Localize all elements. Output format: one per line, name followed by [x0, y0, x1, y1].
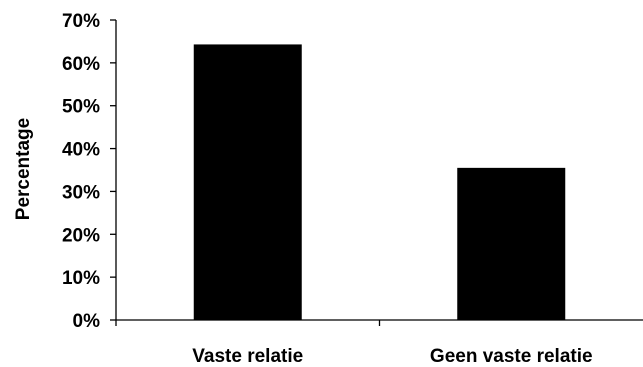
- x-tick-label: Vaste relatie: [192, 346, 303, 367]
- y-tick-label: 60%: [62, 54, 100, 75]
- y-tick-label: 30%: [62, 182, 100, 203]
- y-tick-label: 40%: [62, 140, 100, 161]
- bars: [193, 44, 566, 321]
- x-tick-labels: Vaste relatie Geen vaste relatie: [192, 346, 592, 367]
- y-tick-label: 10%: [62, 268, 100, 289]
- y-tick-label: 0%: [73, 311, 101, 332]
- x-tick-label: Geen vaste relatie: [430, 346, 593, 367]
- y-tick-label: 20%: [62, 225, 100, 246]
- y-axis-label: Percentage: [13, 118, 34, 220]
- bar: [193, 44, 302, 321]
- bar: [457, 167, 566, 320]
- y-tick-label: 70%: [62, 11, 100, 32]
- y-ticks: 0% 10% 20% 30% 40% 50% 60% 70%: [62, 11, 116, 332]
- y-tick-label: 50%: [62, 97, 100, 118]
